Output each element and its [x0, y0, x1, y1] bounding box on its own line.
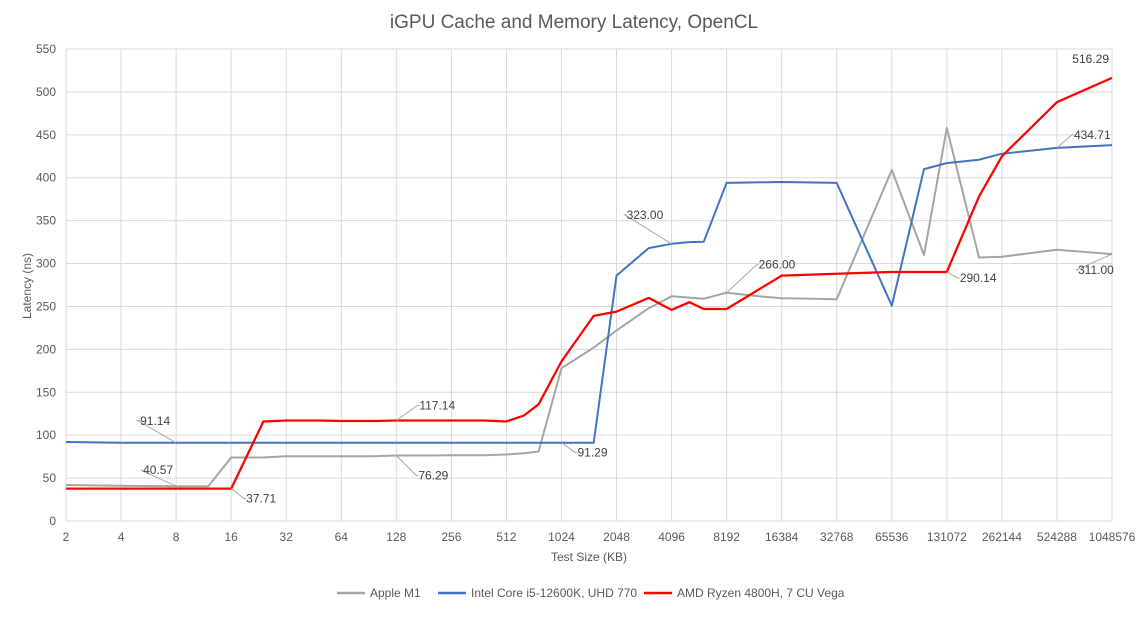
x-tick-label: 16 [224, 530, 238, 544]
data-label: 91.14 [140, 414, 170, 428]
y-tick-label: 500 [36, 85, 56, 99]
x-tick-label: 8192 [713, 530, 740, 544]
y-tick-label: 200 [36, 342, 56, 356]
data-label-leader [622, 214, 672, 245]
y-tick-label: 250 [36, 299, 56, 313]
data-label: 290.14 [960, 271, 997, 285]
y-tick-label: 450 [36, 128, 56, 142]
x-tick-label: 16384 [765, 530, 799, 544]
data-label-leader [561, 442, 578, 454]
x-tick-label: 4096 [658, 530, 685, 544]
x-tick-label: 32 [280, 530, 294, 544]
y-tick-label: 400 [36, 171, 56, 185]
x-tick-label: 512 [496, 530, 516, 544]
data-label: 311.00 [1078, 263, 1114, 277]
x-tick-label: 128 [386, 530, 406, 544]
x-tick-label: 2 [63, 530, 70, 544]
y-tick-label: 50 [43, 471, 57, 485]
legend-label-1: Apple M1 [370, 586, 421, 600]
data-label: 91.29 [577, 446, 607, 460]
data-label: 37.71 [246, 492, 276, 506]
legend-label-3: AMD Ryzen 4800H, 7 CU Vega [677, 586, 845, 600]
y-axis-ticks: 0 50 100 150 200 250 300 350 400 450 500 550 [36, 42, 56, 528]
data-label: 266.00 [759, 258, 796, 272]
x-tick-label: 4 [118, 530, 125, 544]
y-tick-label: 550 [36, 42, 56, 56]
x-tick-label: 8 [173, 530, 180, 544]
series-layer [65, 76, 1113, 490]
x-tick-label: 65536 [875, 530, 909, 544]
y-axis-label: Latency (ns) [20, 253, 34, 319]
x-tick-label: 131072 [927, 530, 967, 544]
data-label: 40.57 [143, 463, 173, 477]
data-label-leader [1075, 253, 1113, 271]
x-axis-ticks: 2 4 8 16 32 64 128 256 512 1024 2048 4096 8192 16384 3… [63, 530, 1136, 544]
x-tick-label: 1024 [548, 530, 575, 544]
x-tick-label: 64 [335, 530, 349, 544]
data-label-leader [230, 488, 247, 500]
legend-label-2: Intel Core i5-12600K, UHD 770 [471, 586, 637, 600]
x-tick-label: 32768 [820, 530, 854, 544]
x-tick-label: 524288 [1037, 530, 1077, 544]
y-tick-label: 150 [36, 385, 56, 399]
data-label-leader [1056, 134, 1074, 149]
data-label-leader [396, 405, 420, 421]
data-label-leader [140, 469, 177, 487]
legend: Apple M1 Intel Core i5-12600K, UHD 770 AMD… [337, 586, 845, 600]
data-label-leader [946, 271, 960, 279]
series-line-2 [65, 144, 1113, 444]
y-tick-label: 350 [36, 214, 56, 228]
data-label: 434.71 [1074, 128, 1111, 142]
series-line-1 [65, 127, 1113, 488]
x-axis-label: Test Size (KB) [551, 550, 627, 564]
data-label: 117.14 [419, 398, 455, 412]
x-tick-label: 256 [441, 530, 461, 544]
x-tick-label: 2048 [603, 530, 630, 544]
data-label-leader [136, 420, 177, 444]
data-label-leader [395, 455, 419, 476]
y-tick-label: 0 [49, 514, 56, 528]
data-label: 323.00 [627, 208, 664, 222]
series-line-3 [66, 76, 1113, 490]
y-tick-label: 100 [36, 428, 56, 442]
y-tick-label: 300 [36, 257, 56, 271]
x-tick-label: 1048576 [1089, 530, 1136, 544]
data-label-leader [726, 264, 759, 294]
chart-title: iGPU Cache and Memory Latency, OpenCL [390, 12, 758, 33]
x-tick-label: 262144 [982, 530, 1022, 544]
data-label: 76.29 [418, 469, 448, 483]
data-label: 516.29 [1072, 52, 1109, 66]
data-label-layer: 40.57 76.29 266.00 311.00 91.14 91.29 323.00 43… [136, 52, 1114, 506]
